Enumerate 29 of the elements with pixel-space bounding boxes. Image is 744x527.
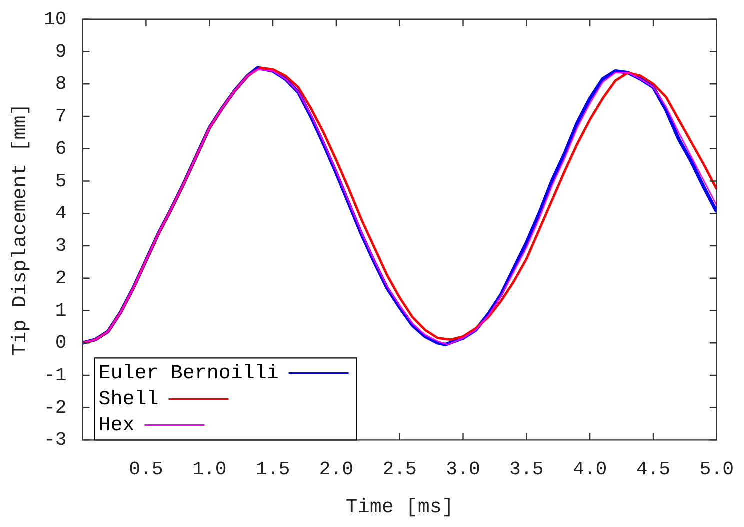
x-axis-title: Time [ms] xyxy=(346,496,454,520)
y-tick-label: 8 xyxy=(55,73,67,96)
y-tick-label: 2 xyxy=(55,267,67,290)
y-tick-label: 0 xyxy=(55,332,67,354)
x-tick-label: 2.5 xyxy=(382,458,417,481)
y-tick-label: 3 xyxy=(55,235,67,258)
x-tick-label: 3.0 xyxy=(446,458,480,481)
y-axis-title: Tip Displacement [mm] xyxy=(9,104,32,356)
legend-label: Shell xyxy=(98,388,159,412)
y-tick-label: 9 xyxy=(55,40,67,63)
legend-label: Euler Bernoilli xyxy=(98,362,279,386)
y-tick-label: -1 xyxy=(44,364,67,386)
legend-label: Hex xyxy=(98,414,135,438)
y-tick-label: 6 xyxy=(55,138,67,160)
y-tick-label: 7 xyxy=(55,106,67,128)
x-tick-label: 0.5 xyxy=(129,458,164,481)
y-tick-label: -2 xyxy=(44,396,67,419)
x-tick-label: 3.5 xyxy=(510,458,544,481)
y-tick-label: -3 xyxy=(44,429,67,452)
x-tick-label: 1.0 xyxy=(192,458,227,481)
x-tick-label: 1.5 xyxy=(256,458,290,481)
y-tick-label: 1 xyxy=(55,300,67,322)
y-tick-label: 4 xyxy=(55,202,67,225)
x-tick-label: 4.0 xyxy=(572,458,608,481)
y-tick-label: 5 xyxy=(55,170,67,192)
x-tick-label: 4.5 xyxy=(636,458,671,481)
y-tick-label: 10 xyxy=(44,8,67,30)
x-tick-label: 5.0 xyxy=(700,458,734,481)
x-tick-label: 2.0 xyxy=(319,458,354,481)
